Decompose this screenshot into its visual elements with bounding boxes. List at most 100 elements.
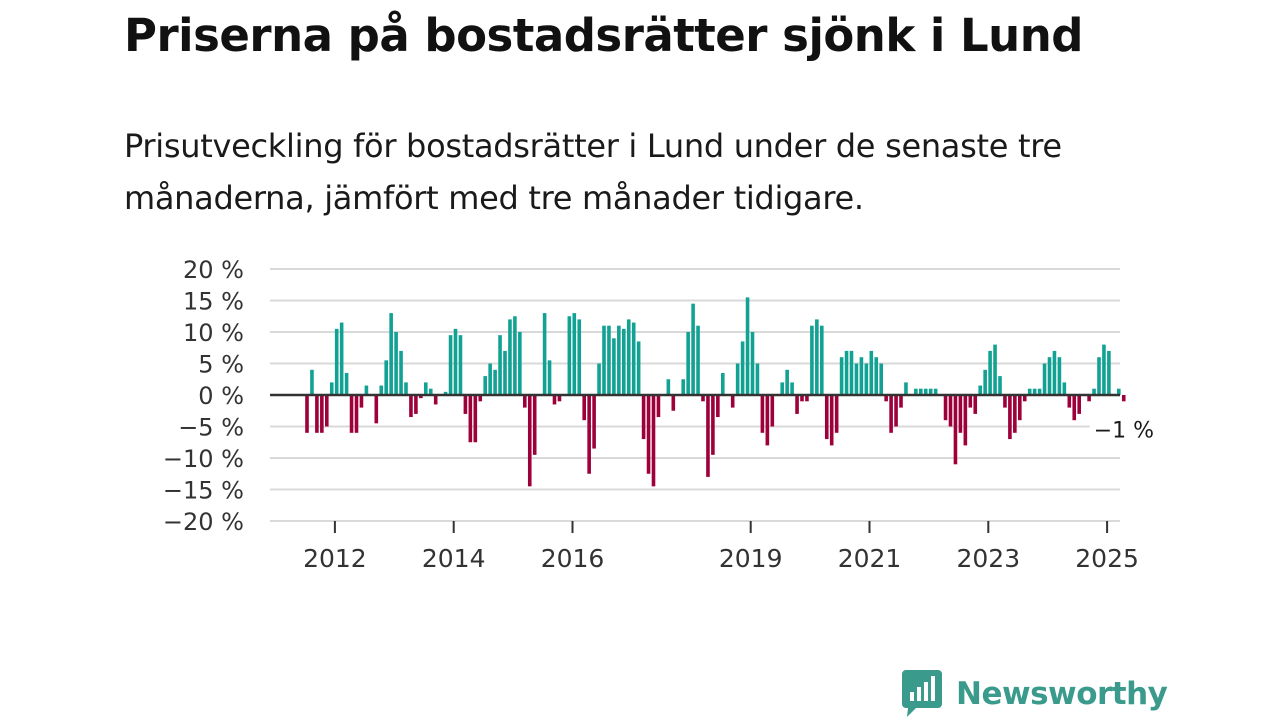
bar — [354, 395, 359, 433]
bar — [750, 332, 755, 395]
bar — [686, 332, 690, 395]
bar — [666, 379, 671, 395]
bar — [493, 369, 497, 395]
bar — [864, 363, 869, 395]
y-tick-label: 20 % — [183, 256, 244, 284]
x-tick-label: 2023 — [956, 544, 1020, 573]
bar — [716, 395, 720, 418]
bar — [993, 344, 997, 395]
bar — [691, 303, 695, 395]
brand-name: Newsworthy — [956, 676, 1168, 712]
bar — [508, 319, 512, 395]
bar — [617, 325, 621, 395]
bar — [414, 395, 418, 414]
bar — [488, 363, 492, 395]
bar — [1092, 388, 1096, 395]
bar — [928, 388, 933, 395]
bar — [577, 319, 582, 395]
bar — [329, 382, 334, 395]
bar — [923, 388, 928, 395]
last-value-label: −1 % — [1094, 418, 1154, 443]
bar — [636, 341, 641, 395]
bar — [597, 363, 601, 395]
bar — [1121, 395, 1126, 402]
bar — [389, 313, 393, 395]
chart-subtitle: Prisutveckling för bostadsrätter i Lund … — [124, 127, 1062, 217]
bar — [364, 385, 369, 395]
axis-labels: 20 % 15 % 10 % 5 % 0 % −5 % −10 % −15 % −20 % 201… — [163, 256, 1160, 573]
bar — [1097, 357, 1101, 395]
bar — [740, 341, 745, 395]
bar — [1003, 395, 1007, 408]
bar — [631, 322, 636, 395]
bar — [532, 395, 537, 455]
bar — [458, 335, 463, 395]
bar — [1102, 344, 1106, 395]
bar — [473, 395, 478, 443]
bar — [914, 388, 918, 395]
bars — [305, 297, 1126, 487]
bar — [1062, 382, 1067, 395]
bar — [958, 395, 963, 433]
bar — [681, 379, 685, 395]
bar — [334, 328, 339, 395]
bar — [1037, 388, 1042, 395]
brand-logo-block: Newsworthy — [902, 669, 1168, 719]
bar — [552, 395, 557, 405]
bar — [344, 372, 349, 395]
x-tick-label: 2021 — [838, 544, 902, 573]
bar — [503, 350, 507, 395]
bar — [557, 395, 562, 402]
bar — [755, 363, 760, 395]
bar — [622, 328, 626, 395]
bar — [612, 338, 616, 395]
bar — [829, 395, 834, 446]
bar — [1052, 350, 1057, 395]
bar — [810, 325, 814, 395]
bar — [1072, 395, 1077, 421]
bar — [1008, 395, 1012, 440]
bar — [790, 382, 794, 395]
bar — [834, 395, 839, 433]
bar — [443, 391, 448, 395]
y-tick-label: −15 % — [163, 477, 244, 505]
bar — [859, 357, 864, 395]
x-tick-label: 2014 — [422, 544, 486, 573]
bar — [567, 316, 572, 395]
bar — [498, 335, 502, 395]
bar — [671, 395, 676, 411]
bar — [869, 350, 874, 395]
bar — [839, 357, 844, 395]
bar — [1013, 395, 1017, 433]
bar — [1087, 395, 1091, 402]
bar — [899, 395, 903, 408]
bar — [1022, 395, 1027, 402]
bar — [607, 325, 611, 395]
bar — [523, 395, 527, 408]
bar — [973, 395, 978, 414]
bar — [359, 395, 364, 408]
bar — [745, 297, 750, 395]
bar — [602, 325, 606, 395]
y-tick-label: 0 % — [198, 382, 244, 410]
bar — [815, 319, 819, 395]
bar — [409, 395, 413, 418]
bar — [943, 395, 948, 421]
bar — [404, 382, 408, 395]
x-tick-label: 2012 — [303, 544, 367, 573]
bar — [770, 395, 775, 427]
bar — [384, 360, 388, 395]
bar — [919, 388, 923, 395]
bar — [527, 395, 532, 487]
bar — [953, 395, 958, 465]
bar — [904, 382, 908, 395]
bar-chart: 20 % 15 % 10 % 5 % 0 % −5 % −10 % −15 % −20 % 201… — [162, 256, 1160, 573]
bar — [824, 395, 829, 440]
x-tick-label: 2019 — [719, 544, 783, 573]
newsworthy-logo-icon — [902, 670, 942, 717]
bar — [656, 395, 661, 418]
y-tick-label: −5 % — [178, 414, 244, 442]
bar — [592, 395, 596, 449]
bar — [933, 388, 938, 395]
bar — [448, 335, 453, 395]
